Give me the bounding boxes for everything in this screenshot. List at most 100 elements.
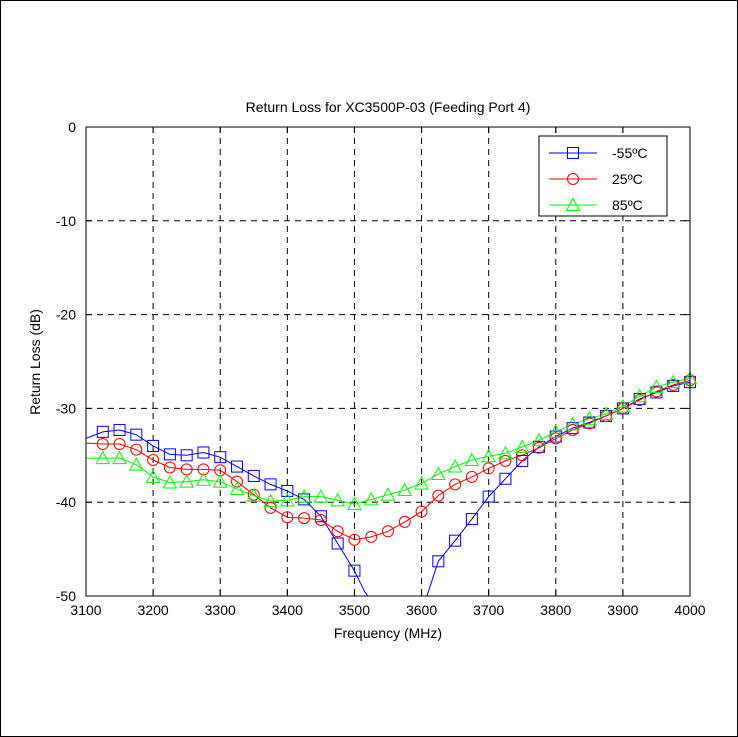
x-tick-label: 3800 — [540, 602, 571, 618]
data-point — [313, 489, 329, 503]
data-point — [196, 472, 211, 486]
chart-title: Return Loss for XC3500P-03 (Feeding Port… — [246, 99, 531, 115]
y-tick-label: -30 — [56, 400, 76, 416]
data-point — [264, 501, 277, 514]
data-point — [347, 496, 362, 511]
data-point — [363, 491, 379, 506]
data-point — [531, 432, 547, 447]
data-point — [548, 424, 564, 438]
data-point — [130, 443, 143, 456]
data-point — [348, 533, 361, 546]
legend: -55ºC 25ºC 85ºC — [538, 135, 668, 217]
x-tick-label: 3500 — [339, 602, 370, 618]
series-lines — [86, 377, 690, 596]
data-point — [331, 537, 344, 550]
data-point — [499, 472, 512, 485]
data-point — [279, 492, 295, 507]
series-line-2 — [86, 377, 690, 505]
x-tick-label: 3200 — [138, 602, 169, 618]
data-point — [231, 460, 243, 473]
data-point — [247, 469, 260, 482]
legend-label: 85ºC — [612, 197, 643, 213]
data-point — [95, 450, 111, 465]
data-point — [514, 439, 530, 453]
series-line-1 — [86, 379, 690, 541]
data-point — [665, 374, 681, 389]
data-point — [464, 452, 480, 466]
data-point — [516, 454, 529, 467]
data-point — [214, 451, 227, 464]
plot-border — [85, 126, 691, 597]
data-point — [632, 388, 648, 403]
data-point — [179, 474, 195, 488]
legend-marker — [567, 147, 579, 159]
y-tick-label: -50 — [56, 588, 76, 604]
data-point — [130, 428, 143, 441]
data-point — [212, 474, 228, 488]
data-point — [96, 425, 109, 438]
data-point — [432, 489, 445, 502]
data-point — [465, 470, 478, 483]
x-tick-label: 3700 — [473, 602, 504, 618]
series-line-0 — [86, 429, 369, 596]
data-point — [398, 515, 411, 528]
data-point — [96, 438, 109, 451]
legend-label: 25ºC — [612, 171, 643, 187]
y-tick-label: -20 — [56, 307, 76, 323]
data-point — [314, 510, 327, 523]
data-point — [649, 379, 664, 393]
data-point — [447, 459, 463, 473]
data-point — [481, 448, 497, 463]
data-point — [330, 492, 346, 507]
legend-marker — [565, 197, 581, 211]
data-point — [314, 514, 327, 527]
data-point — [298, 512, 311, 525]
x-axis-label: Frequency (MHz) — [334, 625, 442, 641]
data-point — [264, 478, 277, 491]
data-point — [516, 449, 529, 462]
legend-label: -55ºC — [612, 145, 647, 161]
data-point — [397, 482, 413, 497]
y-tick-label: -10 — [56, 213, 76, 229]
data-point — [113, 438, 126, 451]
x-tick-label: 3300 — [205, 602, 236, 618]
data-point — [180, 449, 193, 462]
data-point — [616, 402, 629, 415]
legend-marker — [567, 173, 579, 185]
data-point — [113, 423, 126, 436]
data-point — [465, 513, 478, 526]
data-point — [263, 493, 278, 508]
data-point — [482, 462, 495, 475]
data-point — [231, 475, 243, 488]
data-point — [382, 525, 394, 538]
data-point — [147, 453, 160, 466]
data-point — [145, 469, 161, 483]
data-point — [163, 448, 176, 461]
data-point — [482, 490, 495, 503]
data-point — [281, 511, 294, 524]
data-point — [197, 446, 210, 459]
legend-box — [538, 135, 668, 217]
series-markers — [95, 370, 698, 577]
data-point — [197, 463, 210, 476]
data-point — [615, 398, 631, 413]
y-tick-label: -40 — [56, 494, 76, 510]
y-tick-label: 0 — [68, 119, 76, 135]
data-point — [246, 488, 262, 502]
data-point — [499, 454, 512, 467]
data-point — [581, 411, 597, 425]
x-tick-label: 4000 — [674, 602, 705, 618]
data-point — [281, 484, 294, 497]
data-point — [380, 487, 396, 501]
y-axis-label: Return Loss (dB) — [27, 309, 43, 415]
data-point — [565, 416, 580, 431]
data-point — [348, 564, 361, 577]
x-tick-label: 3400 — [272, 602, 303, 618]
data-point — [449, 478, 462, 491]
data-point — [147, 439, 160, 452]
axis-ticks: 3100 3200 3300 3400 3500 3600 3700 3800 3900 4000… — [56, 119, 706, 618]
data-point — [162, 474, 178, 489]
data-point — [414, 475, 429, 490]
data-point — [549, 432, 562, 445]
